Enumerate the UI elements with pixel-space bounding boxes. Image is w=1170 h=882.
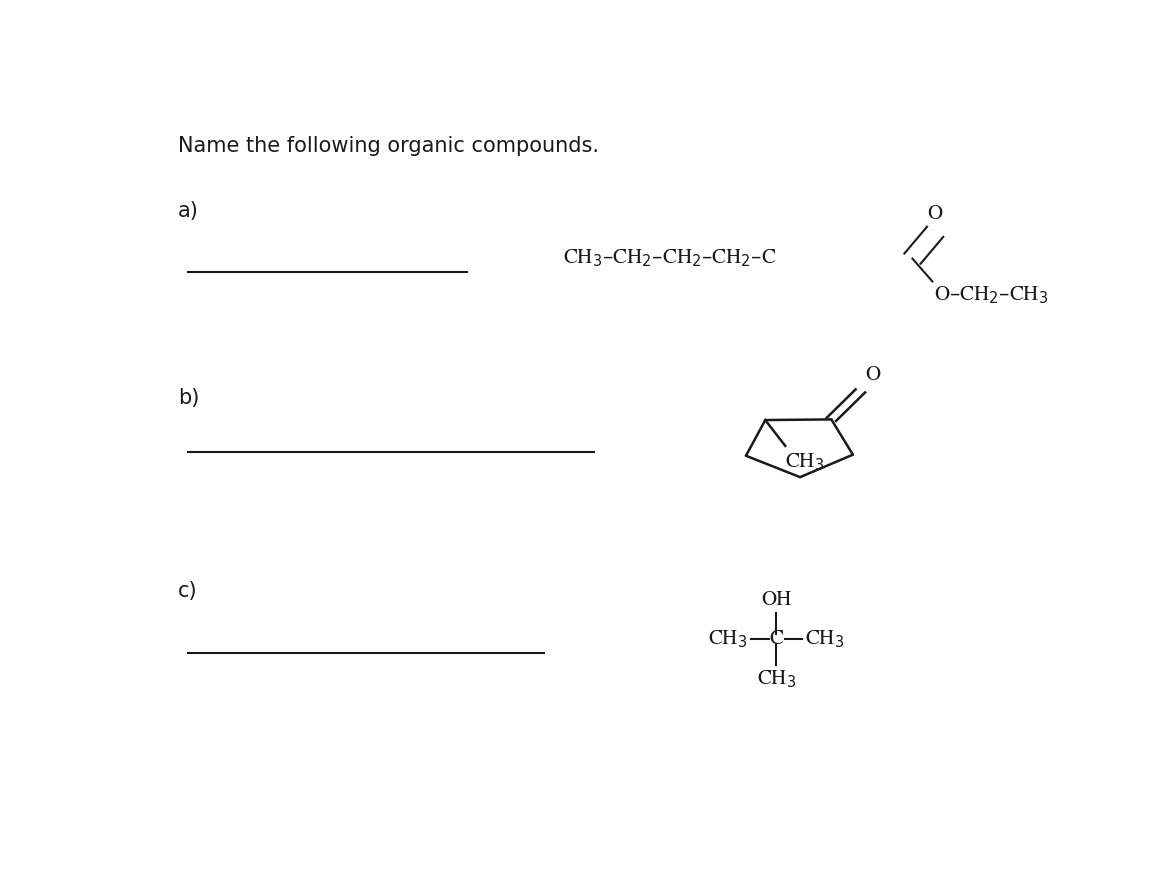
Text: c): c) [178,581,198,602]
Text: O: O [928,204,943,224]
Text: CH$_3$: CH$_3$ [757,669,796,690]
Text: O–CH$_2$–CH$_3$: O–CH$_2$–CH$_3$ [934,285,1048,306]
Text: CH$_3$: CH$_3$ [805,628,845,650]
Text: b): b) [178,388,199,407]
Text: CH$_3$: CH$_3$ [708,628,748,650]
Text: CH$_3$: CH$_3$ [785,452,825,473]
Text: C: C [770,629,784,649]
Text: CH$_3$–CH$_2$–CH$_2$–CH$_2$–C: CH$_3$–CH$_2$–CH$_2$–CH$_2$–C [564,248,777,269]
Text: a): a) [178,201,199,220]
Text: O: O [865,366,880,385]
Text: OH: OH [762,590,792,609]
Text: Name the following organic compounds.: Name the following organic compounds. [178,137,599,156]
